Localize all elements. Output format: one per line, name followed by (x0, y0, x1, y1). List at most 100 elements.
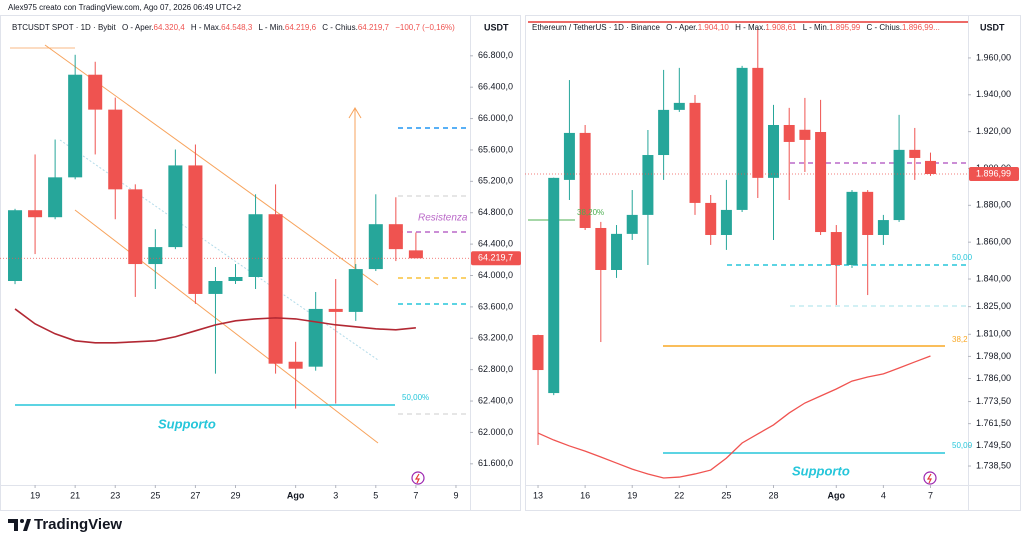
candle-body (783, 124, 795, 142)
legend-label: O - Aper. (122, 23, 154, 32)
moving-average (537, 355, 931, 479)
y-tick-label: 66.800,0 (478, 50, 513, 60)
y-tick-label: 62.800,0 (478, 364, 513, 374)
candle-body (720, 209, 732, 235)
y-tick-label: 1.738,50 (976, 460, 1011, 470)
last-price-tag (969, 167, 1019, 182)
candle-body (168, 165, 183, 248)
x-tick-label: 25 (721, 490, 731, 500)
legend-value: 64.219,6 (285, 23, 317, 32)
symbol: Ethereum / TetherUS · 1D · Binance (532, 23, 660, 32)
candle-body (88, 74, 103, 110)
y-tick-label: 65.600,0 (478, 144, 513, 154)
y-tick-label: 66.000,0 (478, 113, 513, 123)
candle-body (611, 233, 623, 270)
candle-body (8, 210, 23, 281)
candle-body (862, 191, 874, 235)
candle-body (595, 227, 607, 270)
y-tick-label: 1.880,00 (976, 200, 1011, 210)
candle-body (768, 124, 779, 178)
y-tick-label: 1.960,00 (976, 52, 1011, 62)
candle-body (846, 191, 858, 266)
x-tick-label: 16 (580, 490, 590, 500)
candle-body (893, 149, 905, 221)
candle-body (673, 102, 685, 110)
channel-line (74, 209, 379, 444)
candle-body (348, 269, 363, 312)
x-tick-label: 4 (881, 490, 886, 500)
y-tick-label: 1.749,50 (976, 440, 1011, 450)
candle-body (28, 210, 43, 218)
legend-label: L - Min. (259, 23, 285, 32)
y-tick-label: 1.860,00 (976, 237, 1011, 247)
x-tick-label: 13 (533, 490, 543, 500)
symbol: BTCUSDT SPOT · 1D · Bybit (12, 23, 117, 32)
y-tick-label: 1.940,00 (976, 89, 1011, 99)
candle-body (579, 132, 591, 228)
legend-change: −100,7 (−0,16%) (395, 23, 455, 32)
candle-body (388, 224, 403, 250)
y-tick-label: 64.000,0 (478, 270, 513, 280)
candle-body (248, 214, 263, 277)
x-tick-label: 7 (928, 490, 933, 500)
candle-body (288, 361, 303, 369)
currency: USDT (980, 22, 1005, 32)
legend-value: 64.548,3 (221, 23, 253, 32)
y-tick-label: 66.400,0 (478, 82, 513, 92)
candle-body (548, 177, 560, 394)
last-price-label: 1.896,99 (976, 168, 1011, 178)
annotation: Resistenza (418, 213, 468, 224)
last-price-tag (471, 251, 521, 266)
y-tick-label: 1.810,00 (976, 329, 1011, 339)
candle-body (128, 189, 143, 265)
y-tick-label: 1.825,00 (976, 301, 1011, 311)
y-tick-label: 65.200,0 (478, 176, 513, 186)
brand-logo (8, 519, 31, 531)
x-tick-label: 7 (413, 490, 418, 500)
y-tick-label: 62.000,0 (478, 427, 513, 437)
annotation: Supporto (792, 463, 850, 478)
legend-value: 64.219,7 (358, 23, 390, 32)
candle-body (188, 165, 203, 294)
y-tick-label: 1.773,50 (976, 396, 1011, 406)
legend-label: H - Max. (191, 23, 221, 32)
last-price-label: 64.219,7 (478, 253, 513, 263)
candle-body (268, 214, 283, 364)
legend-label: H - Max. (735, 23, 765, 32)
x-tick-label: 23 (110, 490, 120, 500)
x-tick-label: Ago (828, 490, 846, 500)
y-tick-label: 64.800,0 (478, 207, 513, 217)
candle-body (48, 177, 63, 218)
x-tick-label: 29 (230, 490, 240, 500)
y-tick-label: 63.200,0 (478, 333, 513, 343)
legend-value: 1.896,99... (902, 23, 940, 32)
author-line: Alex975 creato con TradingView.com, Ago … (8, 3, 242, 12)
legend-value: 1.904,10 (698, 23, 730, 32)
candle-body (658, 109, 670, 156)
x-tick-label: 25 (150, 490, 160, 500)
drawings-right (528, 21, 968, 454)
event-icon (923, 471, 937, 485)
panel-frame (525, 15, 1021, 511)
annotation: 38,2 (952, 335, 968, 344)
annotation: 50,00 (952, 253, 973, 262)
x-tick-label: 9 (453, 490, 458, 500)
legend-label: C - Chius. (322, 23, 358, 32)
candle-body (642, 155, 654, 215)
candle-body (877, 220, 889, 235)
y-tick-label: 62.400,0 (478, 395, 513, 405)
candle-body (815, 131, 827, 233)
x-tick-label: 27 (190, 490, 200, 500)
legend-label: L - Min. (803, 23, 829, 32)
channel-mid (59, 139, 379, 361)
annotation: 50,00 (952, 441, 973, 450)
candle-body (563, 132, 575, 180)
candle-body (408, 250, 423, 259)
y-tick-label: 1.761,50 (976, 418, 1011, 428)
plot-right (525, 27, 968, 479)
candle-body (830, 232, 842, 266)
legend: Ethereum / TetherUS · 1D · Binance O - A… (532, 23, 940, 32)
y-tick-label: 1.786,00 (976, 373, 1011, 383)
candle-body (799, 129, 811, 140)
